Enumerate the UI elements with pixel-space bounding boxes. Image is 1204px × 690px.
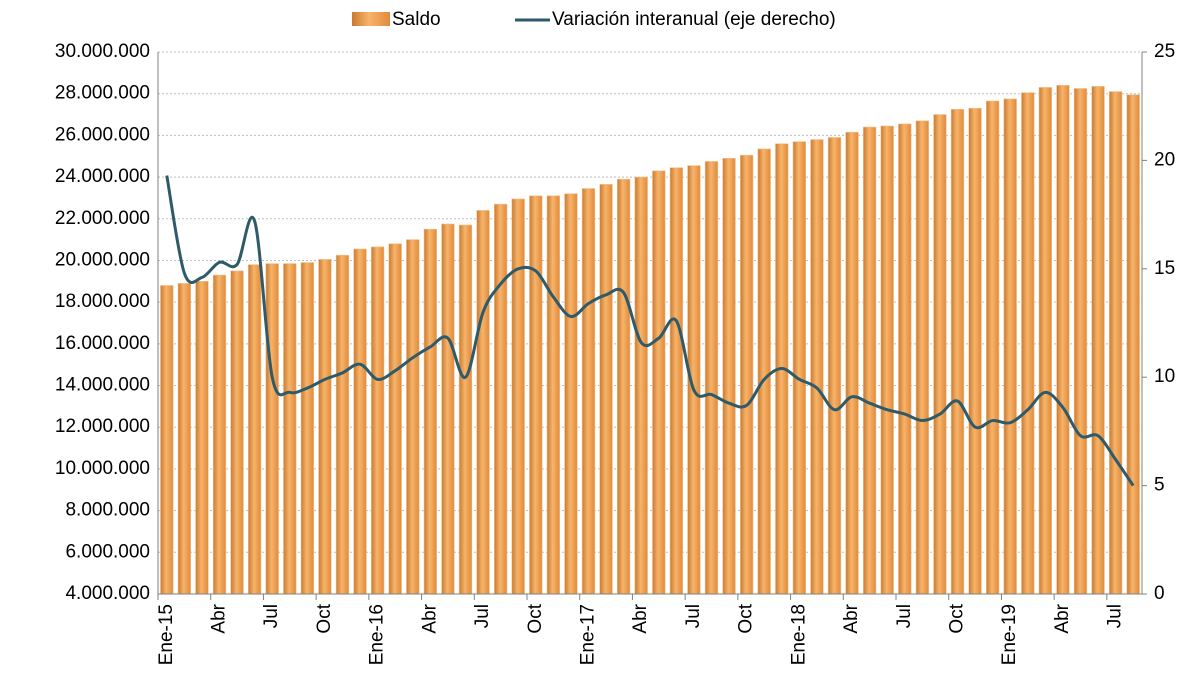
x-tick-label: Abr bbox=[209, 603, 230, 633]
bar bbox=[511, 198, 525, 595]
y2-tick-label: 10 bbox=[1154, 366, 1175, 387]
bar bbox=[458, 224, 473, 595]
legend-label: Saldo bbox=[392, 9, 441, 30]
bar bbox=[950, 109, 965, 595]
x-tick-label: Oct bbox=[314, 603, 335, 633]
bar bbox=[371, 246, 385, 595]
bar bbox=[986, 100, 1000, 595]
bar bbox=[230, 270, 244, 595]
x-tick-label: Ene-15 bbox=[156, 604, 177, 665]
bar bbox=[757, 148, 771, 595]
x-tick-label: Abr bbox=[1052, 603, 1073, 633]
x-tick-label: Ene-17 bbox=[578, 604, 599, 665]
y2-tick-label: 15 bbox=[1154, 258, 1175, 279]
x-tick-label: Jul bbox=[261, 604, 282, 628]
bar bbox=[283, 263, 297, 595]
bar bbox=[1056, 85, 1070, 595]
x-tick-label: Ene-19 bbox=[999, 604, 1020, 665]
y-tick-label: 20.000.000 bbox=[55, 249, 150, 270]
x-tick-label: Abr bbox=[841, 603, 862, 633]
bar bbox=[617, 178, 631, 595]
y-tick-label: 14.000.000 bbox=[55, 375, 150, 396]
y-tick-label: 12.000.000 bbox=[55, 416, 150, 437]
x-tick-label: Jul bbox=[1105, 604, 1126, 628]
bar bbox=[318, 259, 332, 595]
bar bbox=[248, 264, 262, 595]
x-tick-label: Jul bbox=[894, 604, 915, 628]
y-tick-label: 24.000.000 bbox=[55, 166, 150, 187]
y-tick-label: 30.000.000 bbox=[55, 41, 150, 62]
x-tick-label: Oct bbox=[736, 603, 757, 633]
y-tick-label: 26.000.000 bbox=[55, 124, 150, 145]
bar bbox=[933, 114, 947, 595]
bar bbox=[423, 228, 437, 595]
bar bbox=[915, 120, 929, 595]
bar bbox=[880, 125, 894, 595]
bar bbox=[160, 285, 174, 595]
bar bbox=[300, 262, 314, 595]
bar bbox=[599, 184, 613, 595]
legend-label: Variación interanual (eje derecho) bbox=[552, 9, 836, 30]
bar bbox=[353, 248, 367, 595]
x-tick-label: Oct bbox=[947, 603, 968, 633]
bar bbox=[476, 210, 490, 595]
x-tick-label: Ene-16 bbox=[367, 604, 388, 665]
bar bbox=[810, 139, 824, 595]
y-tick-label: 10.000.000 bbox=[55, 458, 150, 479]
legend-swatch bbox=[352, 12, 390, 26]
y-tick-label: 4.000.000 bbox=[65, 583, 150, 604]
bar bbox=[863, 126, 877, 595]
bar bbox=[388, 243, 402, 595]
bar bbox=[634, 176, 648, 595]
y-tick-label: 22.000.000 bbox=[55, 208, 150, 229]
bar bbox=[669, 167, 683, 595]
x-tick-label: Abr bbox=[630, 603, 651, 633]
bar bbox=[792, 141, 806, 595]
bar bbox=[845, 131, 859, 595]
bar bbox=[827, 137, 842, 595]
bar bbox=[1126, 94, 1140, 595]
x-tick-label: Ene-18 bbox=[788, 604, 809, 665]
y2-tick-label: 0 bbox=[1154, 583, 1165, 604]
bar bbox=[529, 195, 543, 595]
x-tick-label: Abr bbox=[419, 603, 440, 633]
y2-tick-label: 20 bbox=[1154, 149, 1175, 170]
bar bbox=[581, 188, 596, 595]
bar bbox=[406, 239, 420, 595]
line bbox=[165, 175, 1135, 487]
y2-tick-label: 25 bbox=[1154, 41, 1175, 62]
bar bbox=[195, 281, 209, 595]
y-tick-label: 8.000.000 bbox=[65, 500, 150, 521]
y2-tick-label: 5 bbox=[1154, 475, 1165, 496]
bar bbox=[335, 254, 350, 595]
y-tick-label: 28.000.000 bbox=[55, 83, 150, 104]
bar bbox=[704, 161, 719, 595]
y-tick-label: 16.000.000 bbox=[55, 333, 150, 354]
bar bbox=[494, 203, 508, 595]
bar bbox=[968, 107, 982, 595]
bar bbox=[265, 263, 279, 595]
bar bbox=[652, 170, 666, 595]
bar bbox=[722, 158, 736, 595]
x-tick-label: Jul bbox=[472, 604, 493, 628]
bar bbox=[1003, 98, 1017, 595]
y-tick-label: 6.000.000 bbox=[65, 541, 150, 562]
bar bbox=[441, 223, 455, 595]
bar bbox=[564, 193, 578, 595]
y-tick-label: 18.000.000 bbox=[55, 291, 150, 312]
bar bbox=[1109, 91, 1123, 595]
bar bbox=[546, 195, 560, 595]
x-tick-label: Jul bbox=[683, 604, 704, 628]
bar bbox=[1073, 88, 1088, 595]
bar bbox=[177, 283, 191, 595]
bar bbox=[740, 154, 754, 595]
bar bbox=[1021, 92, 1035, 595]
bar bbox=[898, 123, 912, 595]
bar bbox=[1091, 86, 1105, 595]
x-tick-label: Oct bbox=[525, 603, 546, 633]
bar bbox=[1038, 87, 1052, 595]
bar bbox=[212, 274, 227, 595]
